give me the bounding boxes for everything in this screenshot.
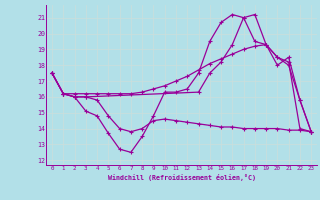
X-axis label: Windchill (Refroidissement éolien,°C): Windchill (Refroidissement éolien,°C) [108, 174, 256, 181]
